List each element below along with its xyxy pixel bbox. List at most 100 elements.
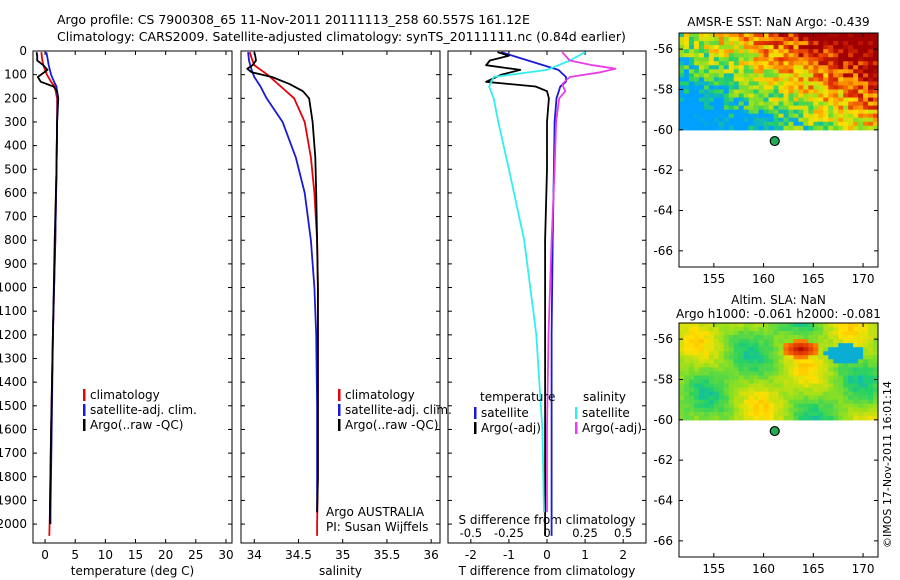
map-cell [763, 121, 770, 127]
map-cell [853, 125, 859, 131]
map-cell [738, 371, 745, 377]
map-cell [753, 53, 760, 58]
map-cell [793, 395, 799, 401]
map-cell [833, 57, 839, 62]
map-cell [778, 125, 785, 131]
map-cell [798, 323, 804, 328]
map-cell [778, 375, 785, 381]
map-cell [788, 399, 795, 405]
map-cell [833, 347, 839, 352]
map-cell [698, 327, 705, 332]
map-cell [873, 399, 879, 405]
map-cell [833, 343, 839, 348]
map-cell [838, 89, 844, 95]
map-cell [718, 117, 725, 123]
map-cell [848, 101, 854, 107]
map-cell [823, 383, 829, 389]
map-cell [743, 109, 750, 115]
map-cell [713, 125, 720, 131]
map-cell [703, 335, 710, 340]
map-cell [868, 347, 874, 352]
map-cell [813, 359, 819, 364]
map-cell [828, 89, 834, 95]
map-cell [853, 101, 859, 107]
map-cell [838, 351, 844, 356]
map-cell [718, 387, 725, 393]
depth-tick-label: 1200 [0, 328, 27, 342]
map-cell [703, 331, 710, 336]
map-cell [818, 335, 824, 340]
map-cell [873, 81, 879, 87]
map-cell [778, 323, 785, 328]
map-cell [848, 121, 854, 127]
map-cell [693, 93, 700, 99]
map-cell [828, 117, 834, 123]
map-cell [708, 33, 715, 38]
map-cell [863, 109, 869, 115]
map-cell [708, 359, 715, 364]
map-cell [733, 339, 740, 344]
map-cell [858, 387, 864, 393]
map-cell [783, 125, 790, 131]
map-cell [768, 331, 775, 336]
map-cell [758, 395, 765, 401]
map-cell [803, 327, 809, 332]
map-cell [703, 53, 710, 58]
map-cell [728, 37, 735, 42]
map-cell [798, 387, 804, 393]
map-cell [783, 97, 790, 103]
map-cell [718, 61, 725, 66]
map-cell [863, 327, 869, 332]
map-cell [778, 53, 785, 58]
map-cell [703, 355, 710, 360]
map-cell [813, 391, 819, 397]
map-cell [679, 387, 685, 393]
map-cell [858, 411, 864, 417]
legend-swatch [338, 404, 341, 416]
map-cell [788, 351, 795, 356]
map-cell [703, 65, 710, 70]
map-cell [808, 37, 814, 42]
map-cell [773, 49, 780, 54]
map-cell [798, 105, 804, 111]
map-cell [843, 49, 849, 54]
map-cell [793, 37, 799, 42]
map-cell [733, 371, 740, 377]
map-cell [698, 49, 705, 54]
map-cell [848, 375, 854, 381]
map-cell [758, 415, 765, 421]
map-cell [833, 109, 839, 115]
map-cell [768, 37, 775, 42]
map-cell [868, 121, 874, 127]
map-cell [723, 89, 730, 95]
map-cell [683, 41, 690, 46]
map-cell [683, 335, 690, 340]
map-cell [858, 113, 864, 119]
map-cell [778, 113, 785, 119]
map-cell [798, 101, 804, 107]
map-cell [793, 97, 799, 103]
map-cell [718, 371, 725, 377]
map-cell [808, 367, 814, 373]
map-cell [763, 93, 770, 99]
map-cell [868, 105, 874, 111]
map-cell [803, 387, 809, 393]
map-cell [708, 391, 715, 397]
map-cell [698, 121, 705, 127]
map-cell [813, 407, 819, 413]
map-lon-label: 155 [702, 562, 725, 576]
map-cell [863, 105, 869, 111]
map-cell [848, 415, 854, 421]
map-cell [863, 355, 869, 360]
map-cell [783, 359, 790, 364]
map-cell [748, 355, 755, 360]
map-cell [873, 117, 879, 123]
map-cell [768, 395, 775, 401]
map-cell [848, 113, 854, 119]
map-cell [688, 85, 695, 91]
map-cell [778, 371, 785, 377]
map-cell [683, 363, 690, 368]
map-cell [818, 375, 824, 381]
map-cell [688, 93, 695, 99]
map-cell [798, 351, 804, 356]
